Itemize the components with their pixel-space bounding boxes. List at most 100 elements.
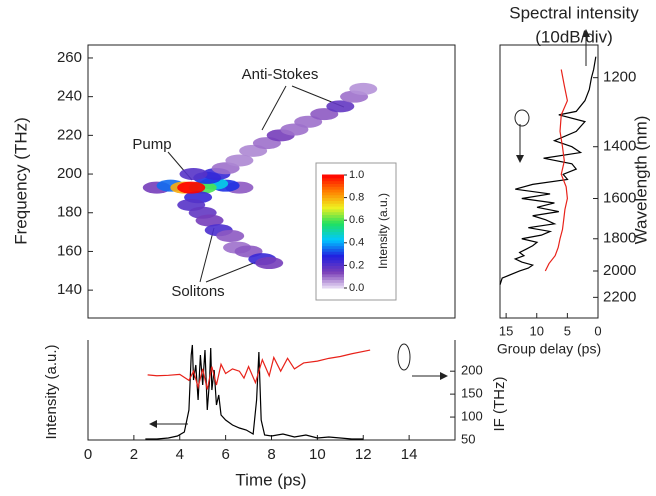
colorbar-step: [322, 225, 344, 230]
heat-blob: [310, 108, 339, 121]
colorbar-tick-label: 0.0: [349, 282, 364, 294]
y2-axis-label: IF (THz): [491, 377, 508, 432]
y-axis-label: Frequency (THz): [11, 117, 30, 245]
y-tick-label: 160: [57, 242, 82, 259]
y-tick-label: 180: [57, 204, 82, 221]
colorbar-step: [322, 256, 344, 261]
colorbar-tick-label: 0.2: [349, 259, 364, 271]
colorbar-tick-label: 0.8: [349, 192, 364, 204]
heat-blob: [349, 82, 378, 95]
colorbar-step: [322, 219, 344, 224]
colorbar-step: [322, 279, 344, 283]
colorbar-step: [322, 180, 344, 184]
heat-blob: [177, 181, 206, 194]
y-tick-label: 140: [57, 281, 82, 298]
colorbar-step: [322, 284, 344, 289]
colorbar-step: [322, 245, 344, 249]
colorbar-step: [322, 262, 344, 266]
colorbar-step: [322, 236, 344, 241]
y2-tick-label: 150: [461, 386, 483, 401]
heat-blob: [179, 168, 208, 181]
x-tick-label: 10: [530, 323, 544, 338]
heat-blob: [294, 115, 323, 128]
colorbar-step: [322, 202, 344, 207]
x-axis-label: Group delay (ps): [497, 341, 601, 357]
colorbar-step: [322, 276, 344, 281]
series-line: [145, 344, 364, 440]
x-tick-label: 10: [309, 446, 326, 463]
x-tick-label: 4: [176, 446, 184, 463]
series-line: [499, 56, 597, 285]
colorbar-step: [322, 191, 344, 196]
annotation: Solitons: [171, 283, 224, 300]
colorbar-step: [322, 247, 344, 252]
series-line: [147, 349, 371, 390]
colorbar-step: [322, 182, 344, 187]
heat-blob: [326, 100, 355, 113]
colorbar-step: [322, 174, 344, 179]
x-axis-label: Time (ps): [235, 470, 306, 489]
x-tick-label: 0: [84, 446, 92, 463]
colorbar-step: [322, 177, 344, 182]
colorbar-step: [322, 259, 344, 264]
heatmap: [142, 82, 378, 270]
colorbar-step: [322, 242, 344, 247]
colorbar-step: [322, 194, 344, 199]
colorbar-step: [322, 214, 344, 218]
y-tick-label: 260: [57, 49, 82, 66]
y-tick-label: 2000: [603, 262, 636, 279]
x-tick-label: 15: [499, 323, 513, 338]
y-axis-label: Wavelength (nm): [631, 116, 650, 245]
axes: [87, 340, 456, 441]
colorbar-step: [322, 250, 344, 255]
heat-blob: [195, 214, 224, 227]
y2-tick-label: 200: [461, 363, 483, 378]
colorbar-step: [322, 205, 344, 210]
y-tick-label: 200: [57, 165, 82, 182]
x-tick-label: 14: [401, 446, 418, 463]
colorbar-step: [322, 264, 344, 269]
x-tick-label: 12: [355, 446, 372, 463]
colorbar-step: [322, 231, 344, 235]
series-line: [544, 69, 569, 272]
colorbar-step: [322, 208, 344, 213]
y-tick-label: 2200: [603, 288, 636, 305]
colorbar-step: [322, 273, 344, 278]
colorbar-step: [322, 222, 344, 227]
y-tick-label: 1400: [603, 138, 636, 155]
x-tick-label: 5: [564, 323, 571, 338]
x-tick-label: 0: [594, 323, 601, 338]
colorbar-step: [322, 199, 344, 204]
plot-frame: [87, 44, 456, 319]
y2-tick-label: 50: [461, 431, 475, 446]
heat-blob: [225, 154, 254, 167]
y-tick-label: 240: [57, 88, 82, 105]
y2-tick-label: 100: [461, 409, 483, 424]
colorbar-label: Intensity (a.u.): [376, 193, 390, 269]
y-tick-label: 1200: [603, 69, 636, 86]
colorbar-step: [322, 185, 344, 190]
colorbar-step: [322, 211, 344, 216]
colorbar-step: [322, 270, 344, 275]
heat-blob: [255, 257, 284, 270]
annotation: Anti-Stokes: [242, 66, 319, 83]
colorbar-step: [322, 197, 344, 201]
annotation-arrows: [149, 29, 590, 428]
x-tick-label: 8: [267, 446, 275, 463]
y-tick-label: 1800: [603, 230, 636, 247]
colorbar-step: [322, 239, 344, 244]
x-tick-label: 6: [221, 446, 229, 463]
annotation: Pump: [132, 136, 171, 153]
panel-subtitle: (10dB/div): [535, 27, 612, 46]
colorbar-tick-label: 0.6: [349, 214, 364, 226]
colorbar-step: [322, 267, 344, 272]
y-tick-label: 1600: [603, 189, 636, 206]
colorbar-tick-label: 1.0: [349, 169, 364, 181]
colorbar-step: [322, 233, 344, 238]
colorbar-step: [322, 253, 344, 258]
heat-blob: [216, 229, 245, 242]
colorbar-step: [322, 228, 344, 232]
colorbar-step: [322, 188, 344, 193]
y-tick-label: 220: [57, 126, 82, 143]
